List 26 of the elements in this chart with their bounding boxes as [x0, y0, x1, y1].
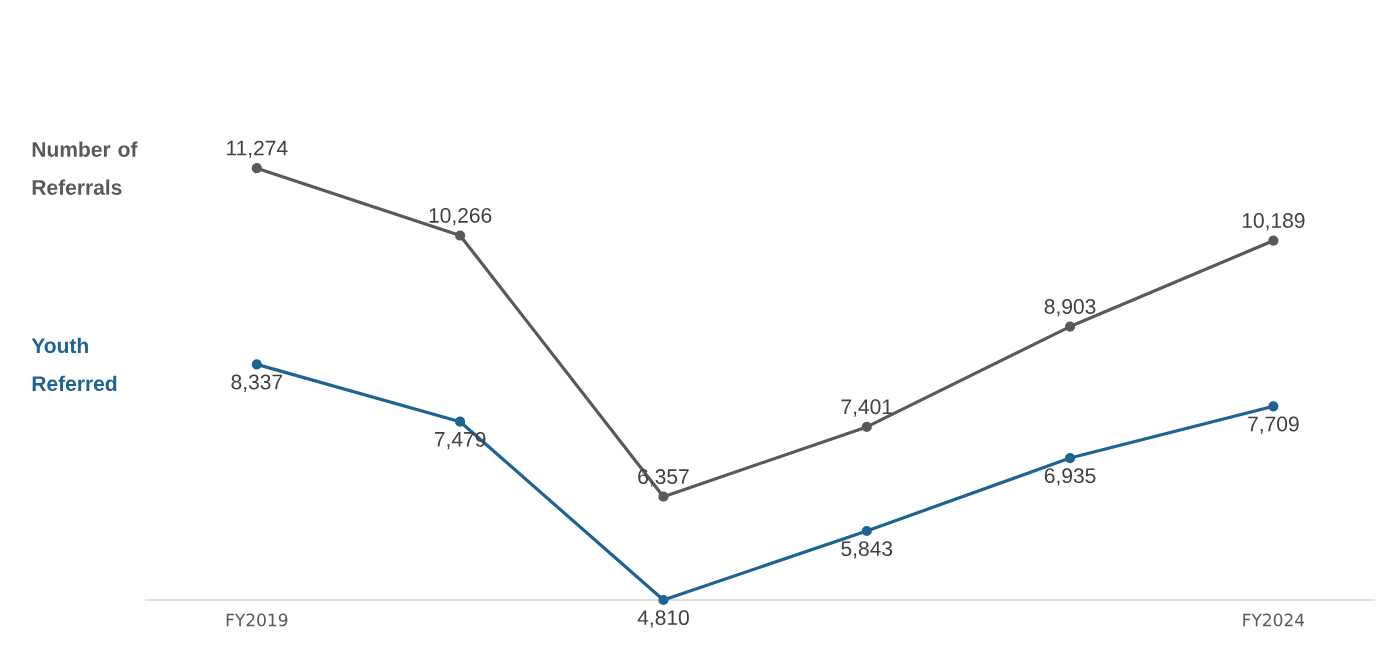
x-tick-label: FY2019 — [226, 613, 288, 627]
point — [658, 491, 669, 502]
data-label: 7,709 — [1248, 416, 1299, 434]
x-tick-label: FY2024 — [1243, 613, 1305, 627]
data-label: 10,189 — [1242, 213, 1305, 231]
point — [1268, 235, 1279, 246]
data-label: 5,843 — [841, 541, 893, 559]
point — [861, 421, 872, 433]
data-label: 11,274 — [227, 140, 288, 158]
text: Number of Referrals — [32, 141, 138, 195]
point — [455, 416, 466, 427]
point — [861, 525, 872, 537]
data-label: 7,401 — [841, 399, 892, 417]
point — [1064, 452, 1076, 464]
point — [251, 359, 262, 370]
point — [251, 163, 262, 174]
data-label: 10,266 — [429, 207, 492, 226]
point — [1268, 401, 1279, 412]
data-label: 8,337 — [231, 374, 283, 392]
data-label: 6,935 — [1044, 468, 1096, 486]
point — [455, 230, 466, 241]
data-label: 8,903 — [1044, 299, 1096, 317]
point — [658, 594, 669, 606]
text: Youth Referred — [31, 337, 117, 392]
point — [1064, 321, 1076, 332]
data-label: 4,810 — [637, 610, 689, 628]
